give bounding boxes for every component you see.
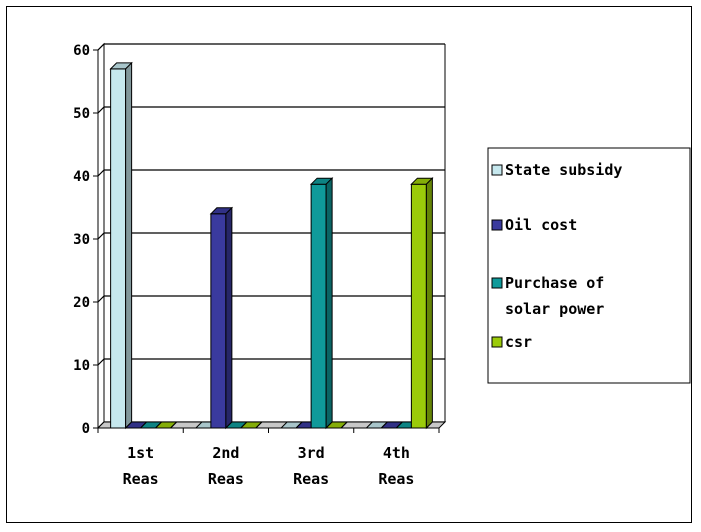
x-tick-label: 3rd [298,444,325,462]
bar [410,176,434,430]
legend-box [487,147,691,384]
bar-front [310,183,327,429]
bar-side [425,176,433,430]
y-tick-label: 40 [73,169,90,185]
y-tick-label: 0 [82,421,90,437]
gridline [97,43,445,51]
y-tick-label: 10 [73,358,90,374]
bar-side [225,206,233,430]
gridline [97,169,445,177]
bar-side [340,421,348,429]
y-tick-label: 60 [73,43,90,59]
legend-label: Purchase of [505,274,604,292]
bar [239,421,264,429]
x-tick-label: Reas [208,470,244,488]
x-tick-label: Reas [378,470,414,488]
bar-side [325,176,333,430]
y-tick-label: 20 [73,295,90,311]
bar-side [125,61,133,430]
bar [209,206,234,430]
bar-front [410,183,427,429]
legend-swatch [491,164,503,176]
bar-front [110,68,127,429]
legend-label: csr [505,333,532,351]
y-tick-label: 50 [73,106,90,122]
legend-swatch [491,219,503,231]
bar [324,421,349,429]
bar-side [255,421,263,429]
bar-chart: 0 10 20 30 40 50 60 1st Reas 2nd Reas 3rd Reas 4th Re… [73,42,691,488]
x-tick-label: Reas [293,470,329,488]
legend-swatch [491,336,503,348]
legend-swatch [491,277,503,289]
bar [109,61,133,430]
x-tick-label: 4th [383,444,410,462]
bar-front [210,213,227,429]
legend-label: Oil cost [505,216,577,234]
legend-label: solar power [505,300,604,318]
gridline [97,106,445,114]
chart-frame: 0 10 20 30 40 50 60 1st Reas 2nd Reas 3rd Reas 4th Re… [6,6,692,523]
y-tick-label: 30 [73,232,90,248]
bar [154,421,178,429]
x-tick-label: 1st [127,444,154,462]
bar [309,176,334,430]
bar-side [170,421,177,429]
legend-label: State subsidy [505,161,622,179]
x-tick-label: Reas [123,470,159,488]
x-tick-label: 2nd [212,444,239,462]
